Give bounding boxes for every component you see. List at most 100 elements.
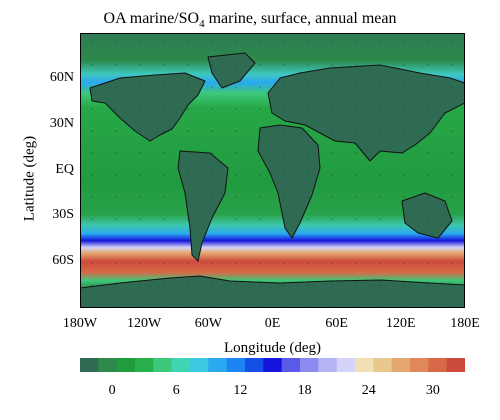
grid-dot [307,240,309,242]
grid-dot [451,306,453,308]
grid-dot [187,86,189,88]
grid-dot [331,174,333,176]
colorbar-tick-label: 24 [361,383,376,398]
grid-dot [427,196,429,198]
grid-dot [379,306,381,308]
grid-dot [115,86,117,88]
colorbar-segment [355,358,374,372]
grid-dot [427,284,429,286]
grid-dot [91,174,93,176]
colorbar-segment [336,358,356,372]
grid-dot [235,130,237,132]
grid-dot [163,240,165,242]
grid-dot [307,64,309,66]
grid-dot [139,152,141,154]
grid-dot [331,86,333,88]
grid-dot [355,64,357,66]
grid-dot [163,42,165,44]
colorbar-segment [208,358,228,372]
grid-dot [379,240,381,242]
grid-dot [235,218,237,220]
grid-dot [379,86,381,88]
grid-dot [355,152,357,154]
grid-dot [451,64,453,66]
eurasia [267,64,465,162]
grid-dot [235,196,237,198]
grid-dot [163,130,165,132]
grid-dot [331,42,333,44]
continents [80,52,465,308]
x-tick-label: 120W [127,316,162,331]
grid-dot [355,86,357,88]
grid-dot [451,130,453,132]
grid-dot [115,174,117,176]
grid-dot [403,262,405,264]
grid-dot [331,64,333,66]
grid-dot [115,218,117,220]
grid-dot [355,262,357,264]
grid-dot [403,86,405,88]
colorbar-tick-label: 18 [297,383,312,398]
grid-dot [163,174,165,176]
grid-dot [283,64,285,66]
grid-dot [331,196,333,198]
colorbar-segment [190,358,209,372]
grid-dot [307,174,309,176]
grid-dot [91,262,93,264]
grid-dot [139,108,141,110]
colorbar-segment [428,358,448,372]
grid-dot [139,284,141,286]
grid-dot [283,152,285,154]
grid-dot [355,306,357,308]
grid-dot [331,130,333,132]
greenland [207,52,256,89]
grid-dot [331,240,333,242]
grid-dot [259,240,261,242]
grid-dot [115,108,117,110]
north-america [89,72,206,142]
grid-dot [379,130,381,132]
y-tick-label: EQ [55,161,74,177]
grid-dot [427,262,429,264]
grid-dot [211,42,213,44]
y-tick-label: 30N [49,115,74,131]
grid-dot [259,42,261,44]
grid-dot [187,306,189,308]
grid-dot [259,152,261,154]
grid-dot [235,86,237,88]
grid-dot [211,174,213,176]
grid-dot [307,130,309,132]
grid-dot [355,240,357,242]
x-tick-label: 120E [386,316,416,331]
grid-dot [91,64,93,66]
grid-dot [163,64,165,66]
title-subscript: 4 [199,18,205,31]
grid-dot [403,174,405,176]
grid-dot [283,240,285,242]
y-tick-label: 60N [49,69,74,85]
grid-dot [307,262,309,264]
grid-dot [187,42,189,44]
colorbar-tick-label: 30 [425,383,440,398]
grid-dot [451,262,453,264]
colorbar-segment [373,358,393,372]
south-america [177,150,229,262]
grid-dot [403,240,405,242]
grid-dot [427,130,429,132]
grid-dot [187,284,189,286]
antarctica [80,275,465,308]
grid-dot [451,240,453,242]
grid-dot [331,108,333,110]
grid-dot [451,174,453,176]
grid-dot [283,174,285,176]
grid-dot [211,306,213,308]
grid-dot [283,306,285,308]
x-tick-label: 180E [450,316,480,331]
grid-dot [427,218,429,220]
grid-dot [283,42,285,44]
grid-dot [259,86,261,88]
grid-dot [91,86,93,88]
colorbar-segment [153,358,173,372]
grid-dot [283,196,285,198]
